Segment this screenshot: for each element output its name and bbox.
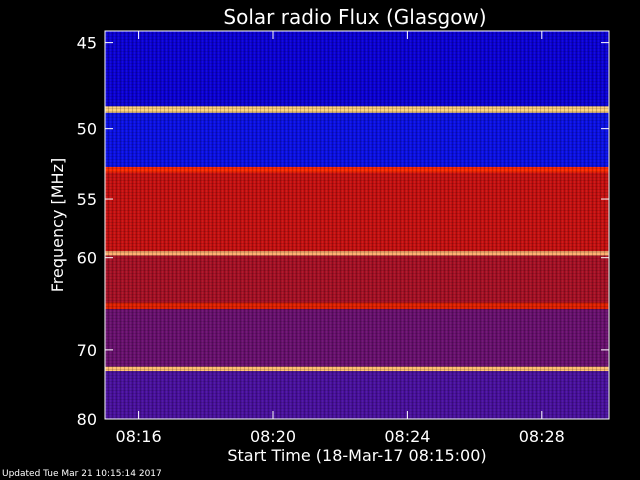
x-tick-label: 08:28 <box>519 427 565 446</box>
y-axis: 45 50 55 60 70 80 <box>77 34 609 429</box>
plot-frame <box>104 30 610 420</box>
y-tick-label: 55 <box>77 190 97 209</box>
y-tick-label: 60 <box>77 249 97 268</box>
y-tick-label: 80 <box>77 410 97 429</box>
y-axis-label: Frequency [MHz] <box>48 158 67 292</box>
chart-title: Solar radio Flux (Glasgow) <box>223 5 486 29</box>
y-tick-label: 45 <box>77 34 97 53</box>
updated-timestamp: Updated Tue Mar 21 10:15:14 2017 <box>2 469 162 479</box>
x-tick-label: 08:20 <box>250 427 296 446</box>
y-tick-label: 70 <box>77 341 97 360</box>
x-tick-label: 08:16 <box>116 427 162 446</box>
y-tick-label: 50 <box>77 120 97 139</box>
x-axis: 08:16 08:20 08:24 08:28 <box>116 31 565 446</box>
spectrogram-texture-rows <box>105 31 609 419</box>
x-tick-label: 08:24 <box>384 427 430 446</box>
x-axis-label: Start Time (18-Mar-17 08:15:00) <box>227 446 486 465</box>
